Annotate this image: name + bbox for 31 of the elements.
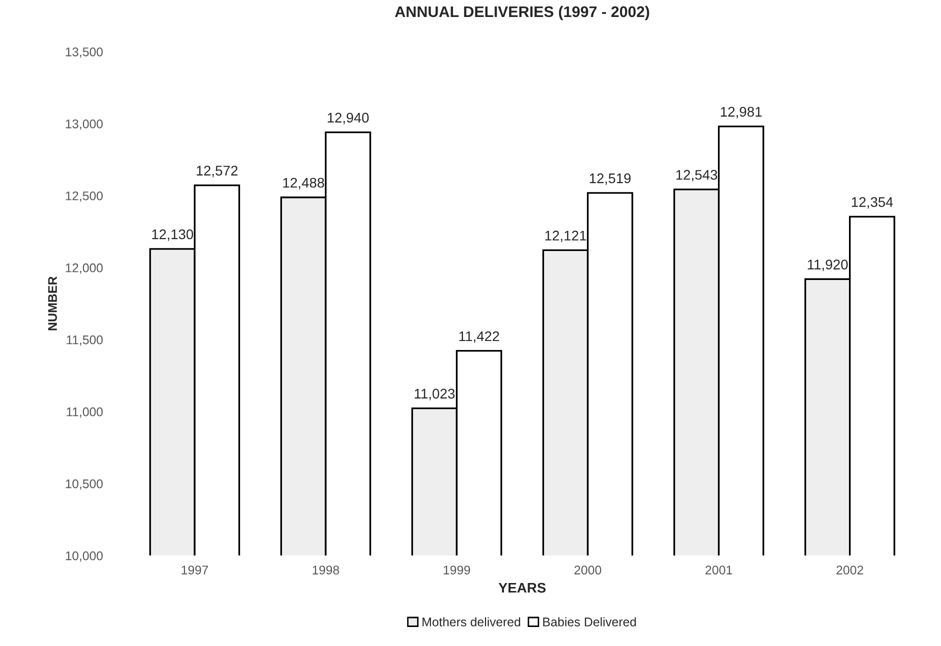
data-label: 11,422 — [459, 331, 500, 343]
x-tick-label: 1997 — [182, 566, 208, 574]
y-tick-label: 11,500 — [66, 335, 103, 346]
y-axis-title: NUMBER — [48, 276, 57, 330]
legend-label: Babies Delivered — [543, 617, 636, 626]
chart-title: ANNUAL DELIVERIES (1997 - 2002) — [394, 6, 650, 20]
data-label: 11,023 — [414, 388, 455, 400]
legend-label: Mothers delivered — [422, 617, 520, 626]
data-label: 12,519 — [590, 173, 631, 185]
data-label: 12,981 — [720, 106, 762, 118]
x-tick-label: 2000 — [574, 566, 602, 574]
y-tick-label: 12,500 — [66, 191, 103, 202]
data-label: 12,940 — [328, 112, 369, 124]
y-tick-label: 13,500 — [66, 47, 103, 58]
data-label: 12,572 — [196, 166, 238, 178]
data-label: 12,130 — [152, 229, 194, 241]
x-tick-label: 1998 — [312, 566, 340, 574]
data-label: 12,354 — [852, 197, 893, 209]
data-label: 12,121 — [545, 230, 586, 242]
data-label: 12,488 — [283, 178, 324, 190]
data-label: 12,543 — [676, 170, 718, 182]
y-tick-label: 13,000 — [66, 119, 103, 130]
y-tick-label: 10,000 — [66, 551, 103, 562]
x-tick-label: 2001 — [706, 566, 732, 574]
y-tick-label: 11,000 — [66, 407, 103, 418]
y-tick-label: 10,500 — [66, 479, 103, 490]
y-tick-label: 12,000 — [66, 263, 103, 274]
x-axis-title: YEARS — [498, 582, 546, 593]
x-tick-label: 1999 — [444, 566, 470, 574]
x-tick-label: 2002 — [836, 566, 864, 574]
data-label: 11,920 — [808, 260, 848, 272]
